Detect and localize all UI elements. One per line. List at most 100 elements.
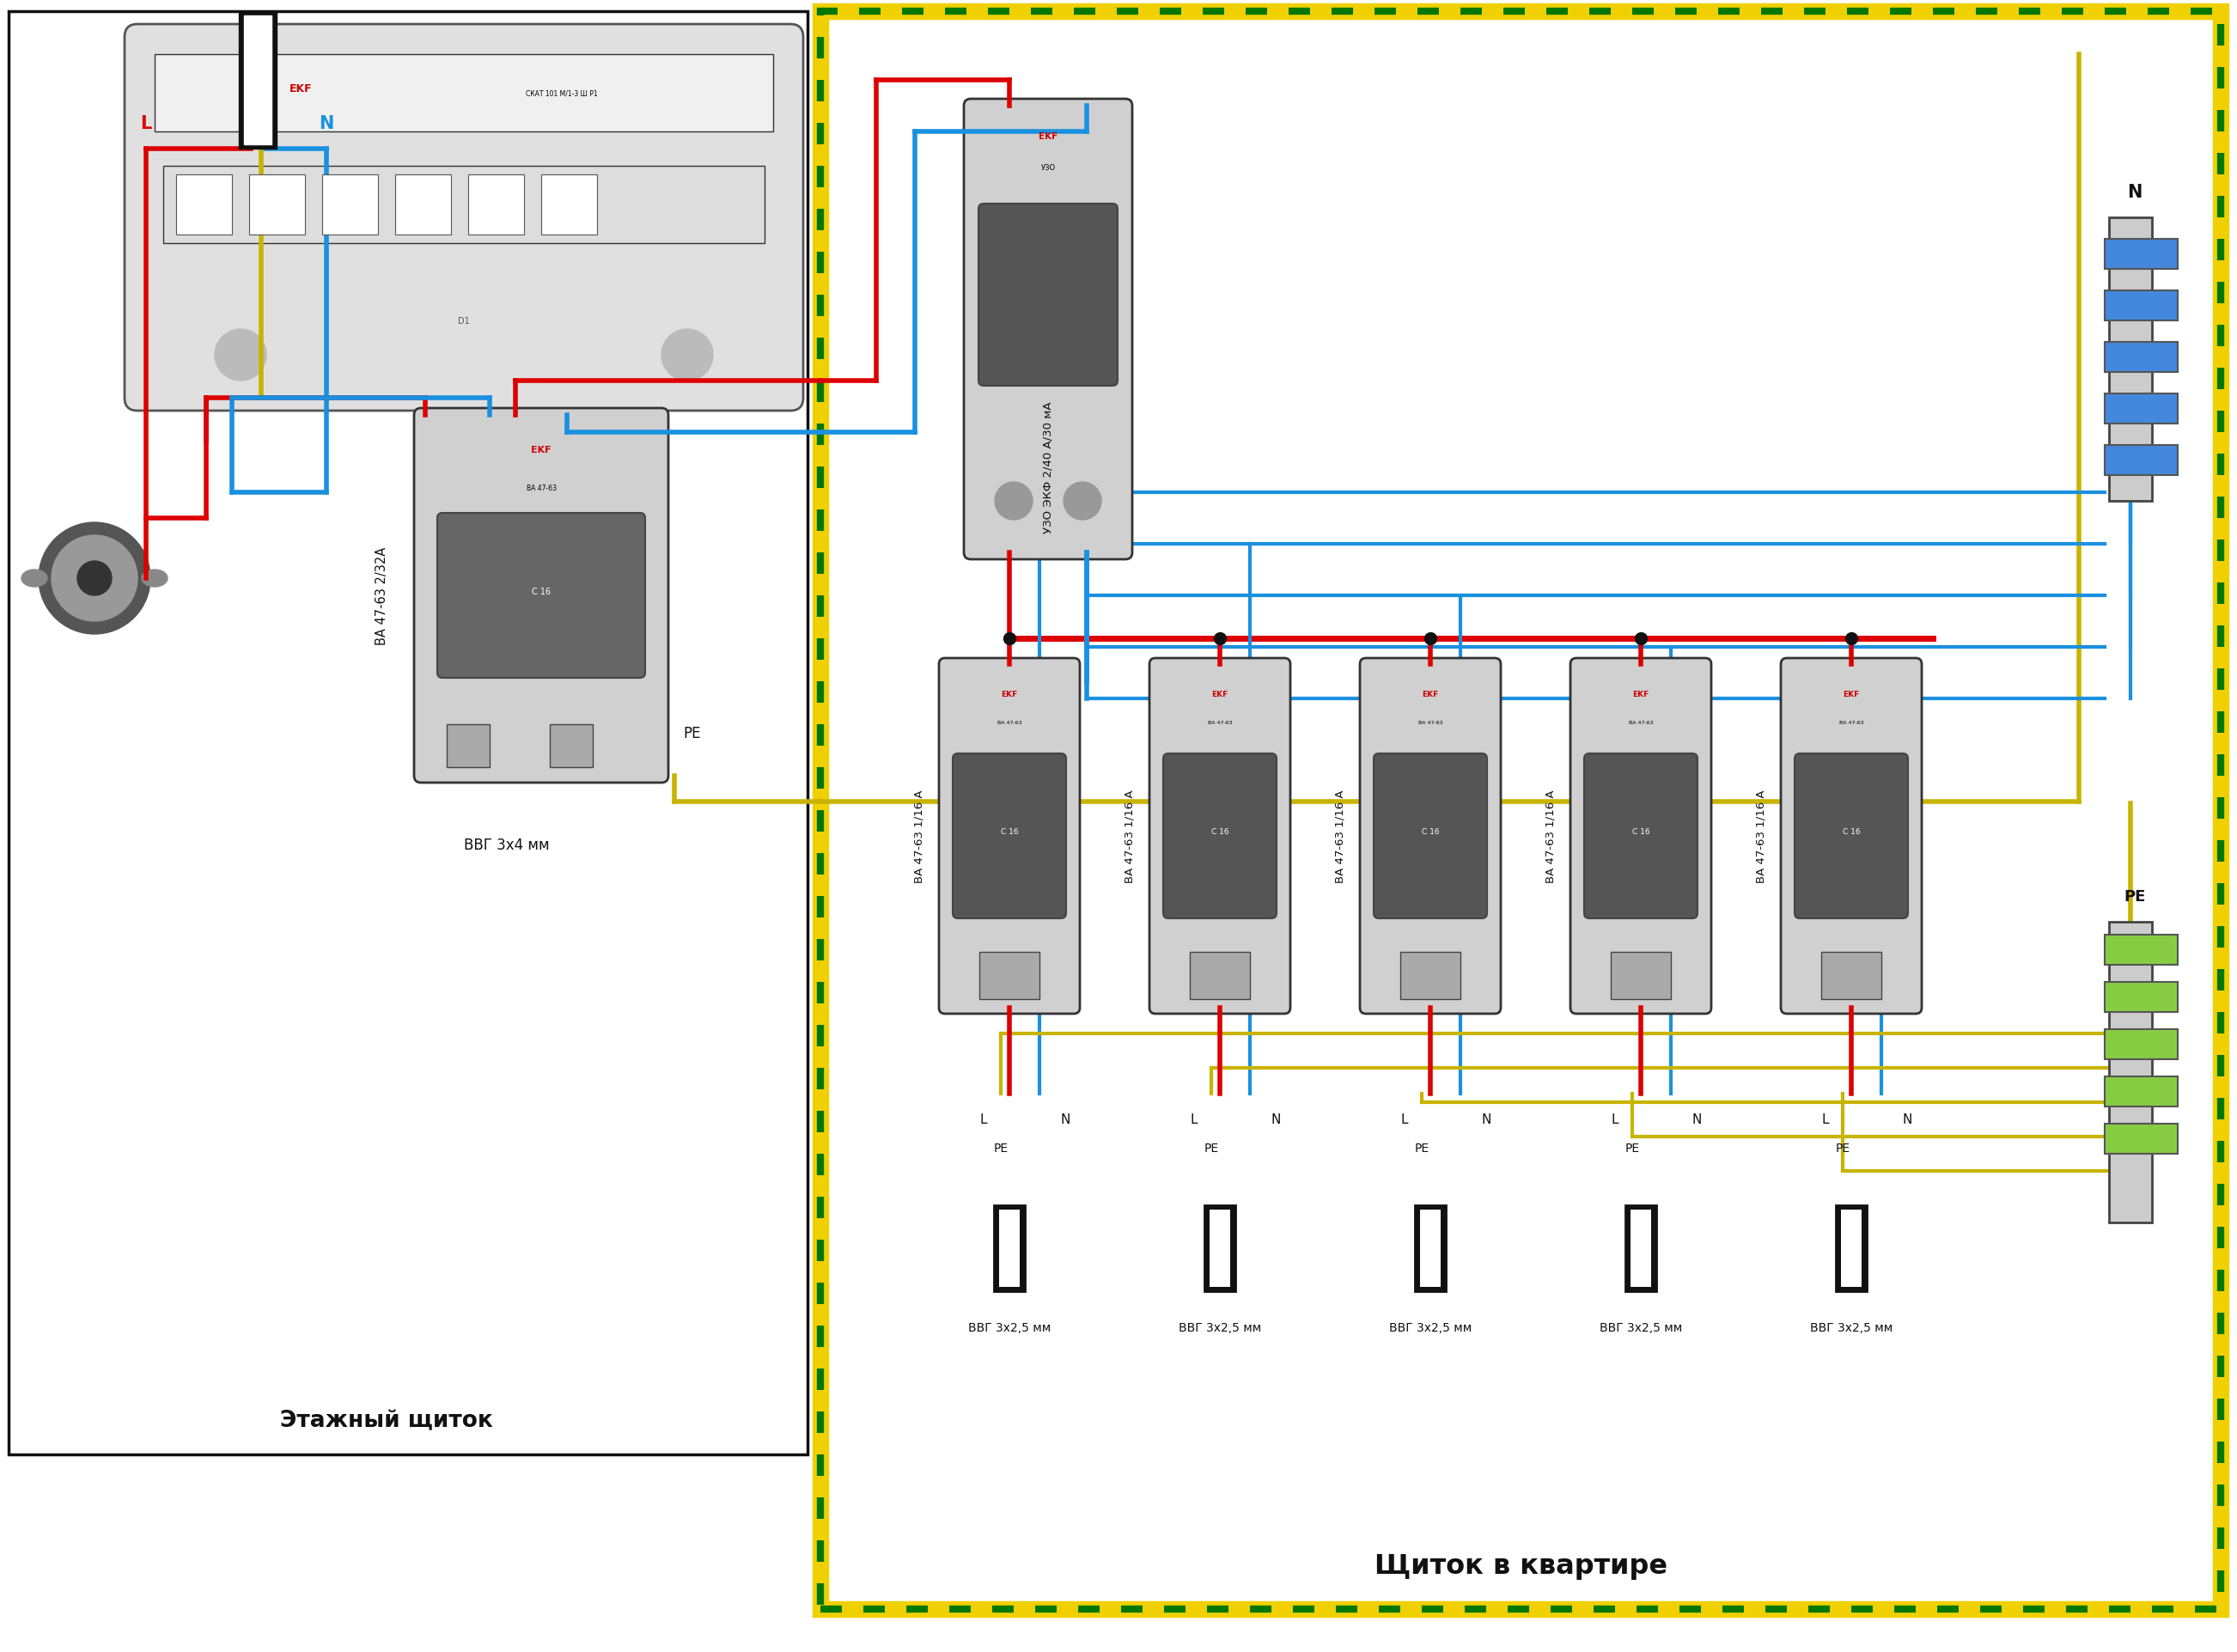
- Bar: [244, 17, 271, 145]
- Text: ВА 47-63: ВА 47-63: [526, 484, 557, 492]
- FancyBboxPatch shape: [414, 408, 669, 783]
- FancyBboxPatch shape: [1150, 659, 1291, 1014]
- Text: N: N: [1901, 1113, 1913, 1127]
- Bar: [1841, 1209, 1861, 1287]
- FancyBboxPatch shape: [953, 753, 1067, 919]
- Text: ВА 47-63 1/16 А: ВА 47-63 1/16 А: [913, 790, 924, 882]
- FancyBboxPatch shape: [1570, 659, 1711, 1014]
- Ellipse shape: [141, 570, 168, 588]
- Text: ВА 47-63: ВА 47-63: [1839, 720, 1863, 725]
- Text: PE: PE: [1624, 1142, 1640, 1155]
- FancyBboxPatch shape: [1374, 753, 1488, 919]
- Text: L: L: [1190, 1113, 1197, 1127]
- Text: PE: PE: [1414, 1142, 1429, 1155]
- Bar: [2105, 291, 2179, 320]
- Bar: [1000, 1209, 1020, 1287]
- Bar: [2105, 395, 2179, 425]
- Text: PE: PE: [682, 725, 700, 742]
- Text: ВА 47-63 1/16 А: ВА 47-63 1/16 А: [1756, 790, 1767, 882]
- Bar: [550, 725, 593, 768]
- Bar: [1420, 1209, 1441, 1287]
- FancyBboxPatch shape: [978, 205, 1118, 387]
- Bar: [1821, 952, 1881, 999]
- Text: D1: D1: [459, 317, 470, 325]
- Text: PE: PE: [1204, 1142, 1219, 1155]
- Circle shape: [78, 562, 112, 596]
- Text: L: L: [1400, 1113, 1409, 1127]
- Bar: [1631, 1209, 1651, 1287]
- Bar: [322, 175, 378, 235]
- Ellipse shape: [22, 570, 47, 588]
- Text: УЗО ЭКФ 2/40 А/30 мА: УЗО ЭКФ 2/40 А/30 мА: [1042, 401, 1054, 534]
- Bar: [821, 12, 2221, 1609]
- Bar: [993, 1206, 1025, 1292]
- Text: EKF: EKF: [289, 84, 313, 94]
- Circle shape: [38, 524, 150, 634]
- Text: ВА 47-63: ВА 47-63: [998, 720, 1022, 725]
- Text: EKF: EKF: [1423, 691, 1438, 699]
- Text: УЗО: УЗО: [1040, 165, 1056, 172]
- Text: Этажный щиток: Этажный щиток: [280, 1409, 492, 1431]
- Circle shape: [995, 482, 1033, 520]
- Bar: [1204, 1206, 1235, 1292]
- Text: N: N: [2127, 183, 2143, 202]
- Text: C 16: C 16: [532, 588, 550, 596]
- Text: C 16: C 16: [1633, 828, 1649, 836]
- Text: N: N: [1271, 1113, 1280, 1127]
- Text: ВА 47-63: ВА 47-63: [1418, 720, 1443, 725]
- Bar: [447, 725, 490, 768]
- Text: EKF: EKF: [1633, 691, 1649, 699]
- FancyBboxPatch shape: [1584, 753, 1698, 919]
- Text: C 16: C 16: [1210, 828, 1228, 836]
- Bar: [2109, 218, 2152, 502]
- Text: ВВГ 3х2,5 мм: ВВГ 3х2,5 мм: [1179, 1322, 1262, 1333]
- Bar: [163, 167, 765, 244]
- Text: C 16: C 16: [1420, 828, 1438, 836]
- FancyBboxPatch shape: [1360, 659, 1501, 1014]
- Text: L: L: [980, 1113, 987, 1127]
- Bar: [2105, 1123, 2179, 1155]
- Text: N: N: [320, 116, 333, 132]
- Bar: [821, 12, 2221, 1609]
- Circle shape: [1063, 482, 1101, 520]
- Bar: [1837, 1206, 1866, 1292]
- Bar: [9, 12, 808, 1454]
- Bar: [2105, 240, 2179, 269]
- Bar: [541, 175, 597, 235]
- Text: СКАТ 101 М/1-3 Ш Р1: СКАТ 101 М/1-3 Ш Р1: [526, 89, 597, 97]
- FancyBboxPatch shape: [964, 99, 1132, 560]
- Bar: [239, 12, 277, 149]
- Text: PE: PE: [993, 1142, 1009, 1155]
- Text: EKF: EKF: [1038, 132, 1058, 140]
- Text: EKF: EKF: [1212, 691, 1228, 699]
- Text: C 16: C 16: [1843, 828, 1861, 836]
- Bar: [468, 175, 523, 235]
- Text: ВВГ 3х2,5 мм: ВВГ 3х2,5 мм: [1599, 1322, 1682, 1333]
- Bar: [1190, 952, 1250, 999]
- Text: PE: PE: [1834, 1142, 1850, 1155]
- Bar: [2105, 935, 2179, 965]
- Bar: [1626, 1206, 1655, 1292]
- FancyBboxPatch shape: [436, 514, 644, 679]
- Circle shape: [51, 535, 136, 621]
- Text: PE: PE: [2123, 889, 2145, 904]
- Bar: [1210, 1209, 1230, 1287]
- FancyBboxPatch shape: [1794, 753, 1908, 919]
- Bar: [2105, 983, 2179, 1013]
- Text: EKF: EKF: [530, 446, 550, 454]
- Text: L: L: [1821, 1113, 1830, 1127]
- Bar: [2105, 446, 2179, 476]
- FancyBboxPatch shape: [1781, 659, 1922, 1014]
- FancyBboxPatch shape: [940, 659, 1080, 1014]
- Text: N: N: [1481, 1113, 1492, 1127]
- Text: ВВГ 3х2,5 мм: ВВГ 3х2,5 мм: [1810, 1322, 1893, 1333]
- Text: ВА 47-63 2/32А: ВА 47-63 2/32А: [376, 547, 389, 644]
- Bar: [154, 55, 774, 132]
- Bar: [177, 175, 233, 235]
- FancyBboxPatch shape: [125, 25, 803, 411]
- Text: L: L: [1611, 1113, 1620, 1127]
- Bar: [1611, 952, 1671, 999]
- Circle shape: [662, 330, 714, 382]
- Bar: [248, 175, 304, 235]
- Text: ВВГ 3х4 мм: ВВГ 3х4 мм: [463, 838, 550, 852]
